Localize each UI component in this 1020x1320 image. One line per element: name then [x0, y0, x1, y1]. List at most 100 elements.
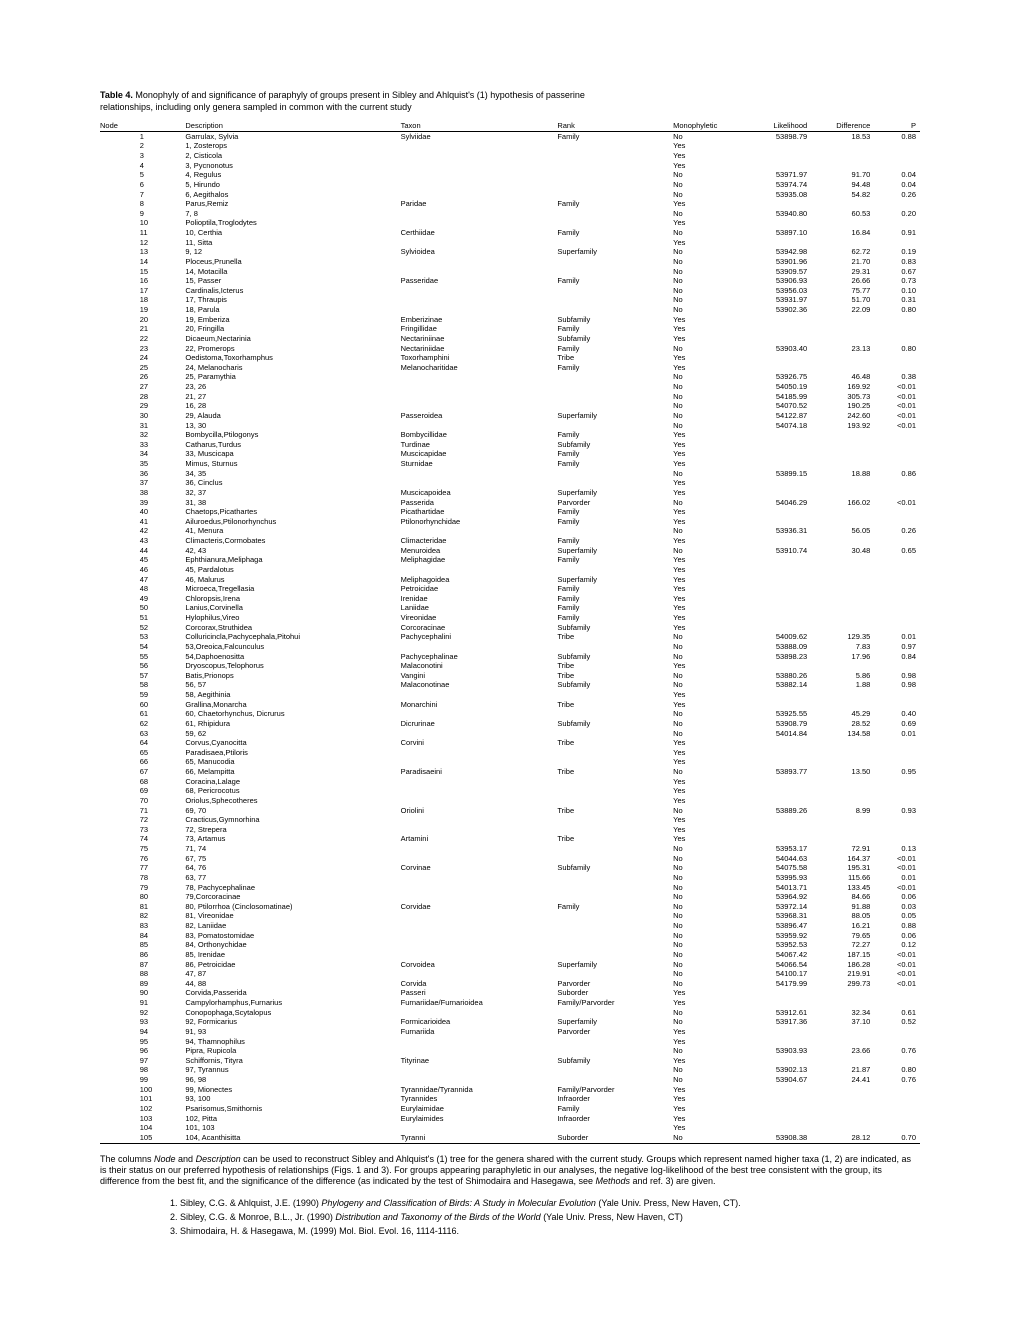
table-caption: Table 4. Monophyly of and significance o…: [100, 90, 920, 100]
table-cell: [100, 325, 140, 335]
table-cell: No: [673, 893, 742, 903]
table-cell: [401, 565, 558, 575]
table-cell: 0.52: [874, 1018, 920, 1028]
table-cell: 88: [140, 970, 186, 980]
table-row: 32Bombycilla,PtilogonysBombycillidaeFami…: [100, 431, 920, 441]
table-cell: [742, 1124, 811, 1134]
table-cell: [874, 662, 920, 672]
table-cell: 53925.55: [742, 710, 811, 720]
table-cell: Corvinae: [401, 864, 558, 874]
table-cell: [100, 594, 140, 604]
table-cell: [874, 334, 920, 344]
table-row: 14Ploceus,PrunellaNo53901.9621.700.83: [100, 257, 920, 267]
table-cell: Meliphagidae: [401, 556, 558, 566]
table-cell: 0.06: [874, 893, 920, 903]
table-cell: [401, 710, 558, 720]
table-cell: 53902.36: [742, 306, 811, 316]
table-cell: Yes: [673, 1037, 742, 1047]
table-cell: 53882.14: [742, 681, 811, 691]
table-cell: Infraorder: [557, 1114, 673, 1124]
table-row: 3029, AlaudaPasseroideaSuperfamilyNo5412…: [100, 411, 920, 421]
table-cell: Yes: [673, 1124, 742, 1134]
table-cell: [811, 440, 874, 450]
table-cell: [811, 565, 874, 575]
table-cell: Pachycephalini: [401, 633, 558, 643]
table-cell: [742, 460, 811, 470]
table-cell: 72: [140, 816, 186, 826]
table-cell: [874, 1085, 920, 1095]
table-cell: No: [673, 373, 742, 383]
table-cell: [874, 440, 920, 450]
table-cell: [742, 787, 811, 797]
table-cell: [100, 922, 140, 932]
table-cell: 17.96: [811, 652, 874, 662]
table-cell: 61, Rhipidura: [185, 719, 400, 729]
table-cell: [742, 200, 811, 210]
table-cell: Family: [557, 517, 673, 527]
table-row: 24Oedistoma,ToxorhamphusToxorhamphiniTri…: [100, 354, 920, 364]
table-cell: Ptilonorhynchidae: [401, 517, 558, 527]
table-cell: 5: [140, 171, 186, 181]
table-cell: [100, 498, 140, 508]
table-cell: [742, 1104, 811, 1114]
table-cell: [742, 662, 811, 672]
table-cell: Mimus, Sturnus: [185, 460, 400, 470]
table-cell: 16.84: [811, 229, 874, 239]
table-cell: [401, 171, 558, 181]
table-cell: Yes: [673, 238, 742, 248]
table-cell: [742, 315, 811, 325]
table-row: 1918, ParulaNo53902.3622.090.80: [100, 306, 920, 316]
table-cell: Yes: [673, 1104, 742, 1114]
table-cell: 11, Sitta: [185, 238, 400, 248]
table-cell: Yes: [673, 999, 742, 1009]
table-cell: <0.01: [874, 411, 920, 421]
table-cell: 0.97: [874, 642, 920, 652]
table-cell: 53936.31: [742, 527, 811, 537]
table-cell: Batis,Prionops: [185, 671, 400, 681]
table-cell: Paridae: [401, 200, 558, 210]
table-cell: [874, 1114, 920, 1124]
table-cell: [100, 912, 140, 922]
table-cell: 29: [140, 402, 186, 412]
table-cell: Yes: [673, 691, 742, 701]
table-cell: Subfamily: [557, 623, 673, 633]
table-cell: [401, 845, 558, 855]
table-cell: [100, 277, 140, 287]
table-cell: Microeca,Tregellasia: [185, 585, 400, 595]
table-cell: 54070.52: [742, 402, 811, 412]
table-cell: [811, 614, 874, 624]
table-cell: No: [673, 306, 742, 316]
table-row: 45Ephthianura,MeliphagaMeliphagidaeFamil…: [100, 556, 920, 566]
table-cell: 0.93: [874, 806, 920, 816]
table-cell: [100, 845, 140, 855]
table-cell: 8: [140, 200, 186, 210]
table-cell: Campylorhamphus,Furnarius: [185, 999, 400, 1009]
table-cell: [100, 180, 140, 190]
table-cell: Eurylaimidae: [401, 1104, 558, 1114]
table-cell: [557, 710, 673, 720]
table-cell: 104: [140, 1124, 186, 1134]
table-cell: [811, 479, 874, 489]
table-cell: Family: [557, 585, 673, 595]
table-cell: [742, 1114, 811, 1124]
table-cell: Dicaeum,Nectarinia: [185, 334, 400, 344]
table-cell: [557, 941, 673, 951]
table-cell: 21.70: [811, 257, 874, 267]
table-cell: No: [673, 922, 742, 932]
table-cell: Tribe: [557, 633, 673, 643]
table-cell: 0.69: [874, 719, 920, 729]
table-cell: [874, 460, 920, 470]
table-cell: 94.48: [811, 180, 874, 190]
table-cell: Garrulax, Sylvia: [185, 132, 400, 142]
table-cell: [100, 488, 140, 498]
table-cell: [100, 440, 140, 450]
table-cell: 299.73: [811, 979, 874, 989]
table-cell: No: [673, 1133, 742, 1143]
table-cell: [557, 912, 673, 922]
table-cell: 63, 77: [185, 873, 400, 883]
table-cell: [100, 1047, 140, 1057]
table-cell: [557, 479, 673, 489]
table-cell: Yes: [673, 796, 742, 806]
table-cell: Parus,Remiz: [185, 200, 400, 210]
table-cell: [557, 883, 673, 893]
